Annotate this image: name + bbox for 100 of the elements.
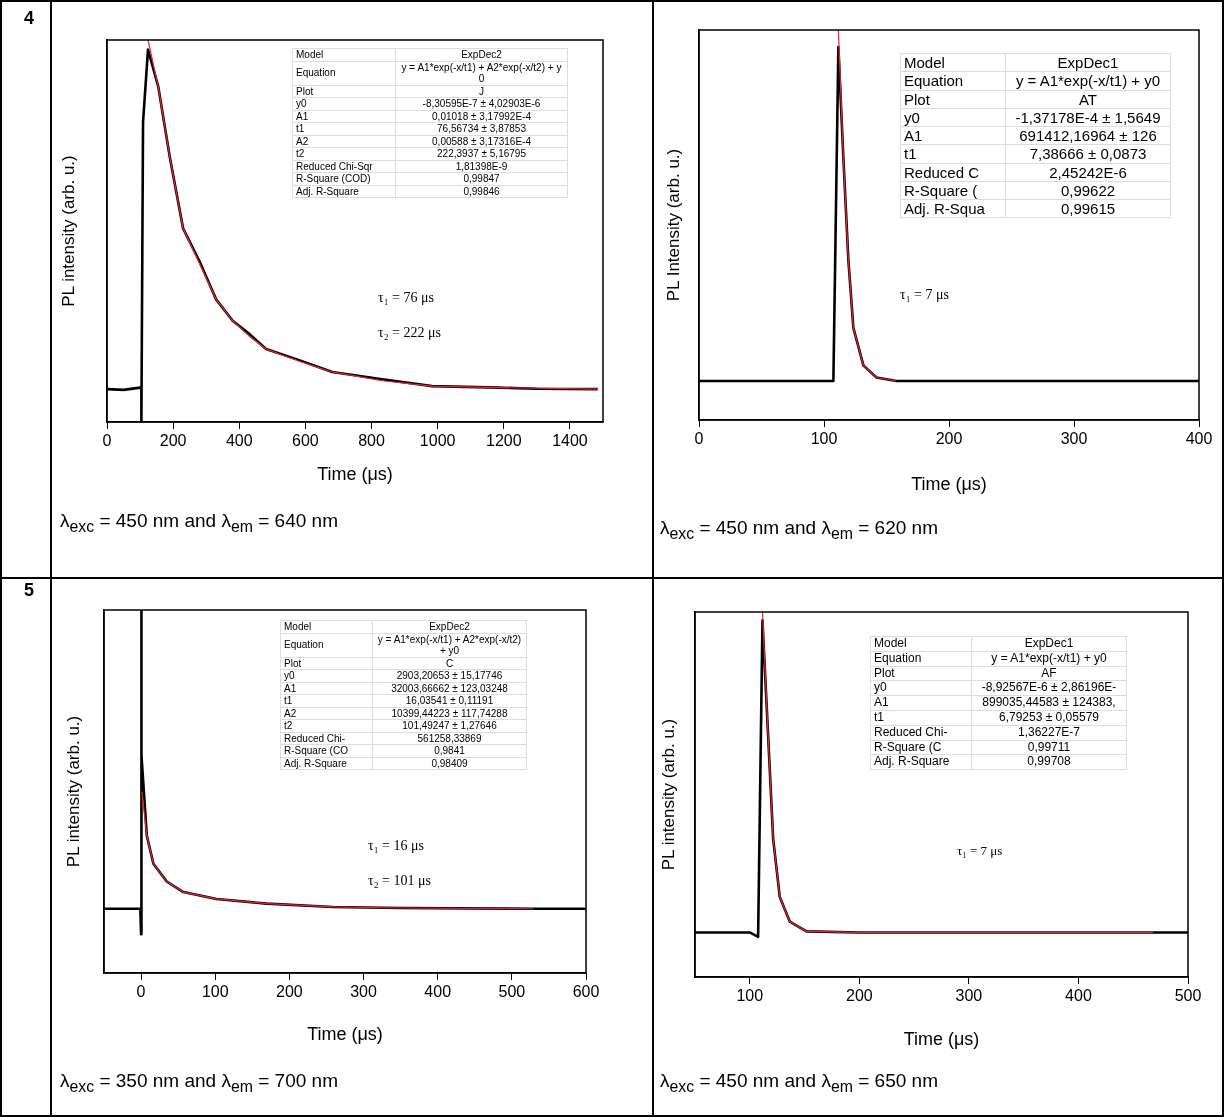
annotation: 6,79253 ± 0,05579: [971, 709, 1127, 726]
x-tick-label: 600: [572, 983, 600, 1001]
y-axis-title: PL intensity (arb. u.): [658, 718, 678, 871]
annotation: Model: [292, 48, 396, 61]
annotation: Plot: [280, 657, 373, 670]
x-tick-label: 500: [1174, 987, 1202, 1005]
annotation: Model: [280, 620, 373, 633]
annotation: 691412,16964 ± 126: [1005, 126, 1171, 145]
annotation: A2: [292, 135, 396, 148]
annotation: t1: [870, 709, 972, 726]
x-tick-label: 200: [276, 983, 303, 1001]
annotation: A2: [280, 707, 373, 720]
x-axis-title: Time (μs): [903, 1029, 980, 1050]
text: 4: [24, 8, 35, 29]
annotation: ExpDec2: [372, 620, 527, 633]
annotation: y0: [292, 97, 396, 110]
annotation: Equation: [292, 61, 396, 85]
annotation: Equation: [870, 650, 972, 667]
annotation: Model: [900, 53, 1006, 72]
x-tick-label: 1000: [419, 432, 456, 450]
annotation: 0,99847: [395, 172, 568, 185]
annotation: t1: [292, 122, 396, 135]
annotation: y = A1*exp(-x/t1) + y0: [1005, 71, 1171, 90]
annotation: 0,98409: [372, 757, 527, 770]
annotation: τ₁ = 7 μs: [957, 843, 1003, 859]
x-tick-label: 400: [225, 432, 253, 450]
x-tick-label: 400: [424, 983, 452, 1001]
annotation: 16,03541 ± 0,11191: [372, 694, 527, 707]
annotation: t1: [900, 144, 1006, 163]
annotation: 222,3937 ± 5,16795: [395, 147, 568, 160]
annotation: Reduced C: [900, 163, 1006, 182]
annotation: 101,49247 ± 1,27646: [372, 719, 527, 732]
annotation: Plot: [870, 665, 972, 681]
annotation: τ₁ = 7 μs: [900, 287, 949, 303]
x-tick-label: 0: [102, 432, 112, 450]
x-tick-label: 300: [350, 983, 377, 1001]
annotation: τ₂ = 222 μs: [378, 325, 441, 341]
annotation: A1: [870, 695, 972, 711]
y-axis-title: PL Intensity (arb. u.): [663, 148, 683, 302]
annotation: t2: [292, 147, 396, 160]
x-tick-label: 100: [810, 430, 838, 448]
text: λ$_{exc}$ = 450 nm and λ$_{em}$ = 640 nm: [60, 510, 338, 536]
annotation: 1,81398E-9: [395, 160, 568, 173]
annotation: Equation: [900, 71, 1006, 90]
annotation: A1: [280, 682, 373, 695]
annotation: 2,45242E-6: [1005, 163, 1171, 182]
x-tick-label: 800: [358, 432, 385, 450]
annotation: y = A1*exp(-x/t1) + A2*exp(-x/t2) + y0: [372, 633, 527, 657]
x-tick-label: 200: [935, 430, 963, 448]
annotation: y0: [280, 669, 373, 682]
annotation: y = A1*exp(-x/t1) + y0: [971, 650, 1127, 667]
annotation: R-Square (COD): [292, 172, 396, 185]
annotation: 0,99622: [1005, 181, 1171, 200]
annotation: J: [395, 85, 568, 98]
annotation: 10399,44223 ± 117,74288: [372, 707, 527, 720]
annotation: Adj. R-Squa: [900, 199, 1006, 218]
annotation: 899035,44583 ± 124383,: [971, 695, 1127, 711]
x-tick-label: 100: [736, 987, 764, 1005]
annotation: τ₂ = 101 μs: [368, 873, 431, 889]
annotation: 0,99711: [971, 739, 1127, 755]
annotation: R-Square (CO: [280, 744, 373, 757]
x-tick-label: 500: [498, 983, 526, 1001]
annotation: 0,01018 ± 3,17992E-4: [395, 110, 568, 123]
annotation: ExpDec1: [1005, 53, 1171, 72]
x-tick-label: 300: [1060, 430, 1088, 448]
x-tick-label: 200: [159, 432, 187, 450]
x-tick-label: 200: [845, 987, 873, 1005]
annotation: -8,92567E-6 ± 2,86196E-: [971, 680, 1127, 696]
annotation: -1,37178E-4 ± 1,5649: [1005, 108, 1171, 127]
x-axis-title: Time (μs): [317, 464, 393, 485]
annotation: R-Square (: [900, 181, 1006, 200]
annotation: R-Square (C: [870, 739, 972, 755]
annotation: Model: [870, 636, 972, 652]
annotation: Reduced Chi-Sqr: [292, 160, 396, 173]
annotation: A1: [292, 110, 396, 123]
annotation: 76,56734 ± 3,87853: [395, 122, 568, 135]
annotation: τ₁ = 16 μs: [368, 838, 424, 854]
x-tick-label: 100: [201, 983, 229, 1001]
y-axis-title: PL intensity (arb. u.): [63, 715, 83, 868]
annotation: ExpDec2: [395, 48, 568, 61]
annotation: A1: [900, 126, 1006, 145]
annotation: 0,99708: [971, 754, 1127, 770]
annotation: Adj. R-Square: [292, 185, 396, 198]
annotation: ExpDec1: [971, 636, 1127, 652]
annotation: y0: [870, 680, 972, 696]
annotation: 0,99615: [1005, 199, 1171, 218]
annotation: Adj. R-Square: [280, 757, 373, 770]
x-tick-label: 1200: [486, 432, 522, 450]
text: λ$_{exc}$ = 450 nm and λ$_{em}$ = 620 nm: [660, 517, 938, 543]
annotation: Reduced Chi-: [280, 732, 373, 745]
annotation: Reduced Chi-: [870, 724, 972, 741]
annotation: -8,30595E-7 ± 4,02903E-6: [395, 97, 568, 110]
annotation: AT: [1005, 90, 1171, 109]
annotation: t2: [280, 719, 373, 732]
annotation: 2903,20653 ± 15,17746: [372, 669, 527, 682]
x-tick-label: 1400: [552, 432, 588, 450]
annotation: t1: [280, 694, 373, 707]
annotation: 0,00588 ± 3,17316E-4: [395, 135, 568, 148]
annotation: Plot: [900, 90, 1006, 109]
text: λ$_{exc}$ = 450 nm and λ$_{em}$ = 650 nm: [660, 1070, 938, 1096]
